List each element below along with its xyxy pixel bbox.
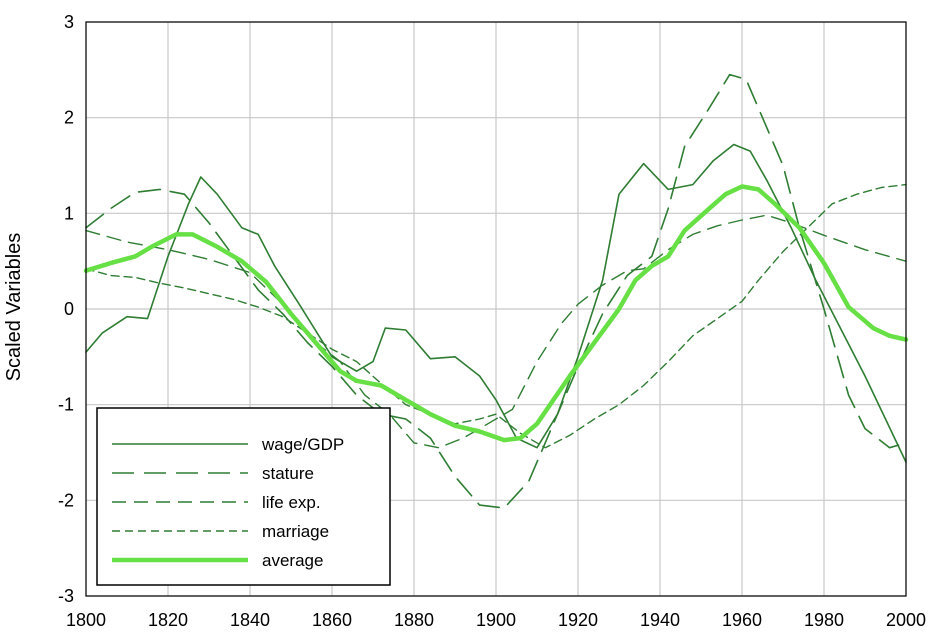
legend-label: wage/GDP bbox=[261, 435, 344, 454]
plot-frame bbox=[85, 21, 907, 597]
x-tick-label: 1820 bbox=[148, 610, 188, 630]
y-tick-label: -2 bbox=[58, 490, 74, 510]
x-tick-label: 1900 bbox=[476, 610, 516, 630]
y-tick-labels: 3 2 1 0 -1 -2 -3 bbox=[58, 12, 74, 606]
x-tick-label: 1880 bbox=[394, 610, 434, 630]
x-tick-label: 1960 bbox=[722, 610, 762, 630]
x-tick-label: 1860 bbox=[312, 610, 352, 630]
series-line-wage-gdp bbox=[85, 143, 907, 463]
y-tick-label: 2 bbox=[64, 108, 74, 128]
y-axis-title: Scaled Variables bbox=[3, 233, 25, 382]
x-tick-label: 2000 bbox=[886, 610, 926, 630]
y-tick-label: 0 bbox=[64, 299, 74, 319]
legend-label: average bbox=[262, 551, 323, 570]
y-tick-label: 3 bbox=[64, 12, 74, 32]
x-tick-labels: 1800 1820 1840 1860 1880 1900 1920 1940 1960 1980… bbox=[66, 610, 926, 630]
series-line-marriage bbox=[85, 183, 907, 449]
legend-items: wage/GDP stature life exp. marriage average bbox=[112, 435, 344, 570]
legend-label: life exp. bbox=[262, 493, 321, 512]
x-tick-label: 1800 bbox=[66, 610, 106, 630]
legend-label: marriage bbox=[262, 522, 329, 541]
x-tick-label: 1940 bbox=[640, 610, 680, 630]
x-tick-label: 1840 bbox=[230, 610, 270, 630]
y-tick-label: -3 bbox=[58, 586, 74, 606]
legend: wage/GDP stature life exp. marriage average bbox=[96, 407, 391, 586]
series-line-average bbox=[83, 184, 909, 443]
legend-label: stature bbox=[262, 464, 314, 483]
y-tick-label: 1 bbox=[64, 203, 74, 223]
x-tick-label: 1920 bbox=[558, 610, 598, 630]
legend-box bbox=[96, 407, 391, 586]
series-layer bbox=[83, 73, 909, 509]
series-line-stature bbox=[85, 73, 907, 509]
y-tick-label: -1 bbox=[58, 395, 74, 415]
x-tick-label: 1980 bbox=[804, 610, 844, 630]
